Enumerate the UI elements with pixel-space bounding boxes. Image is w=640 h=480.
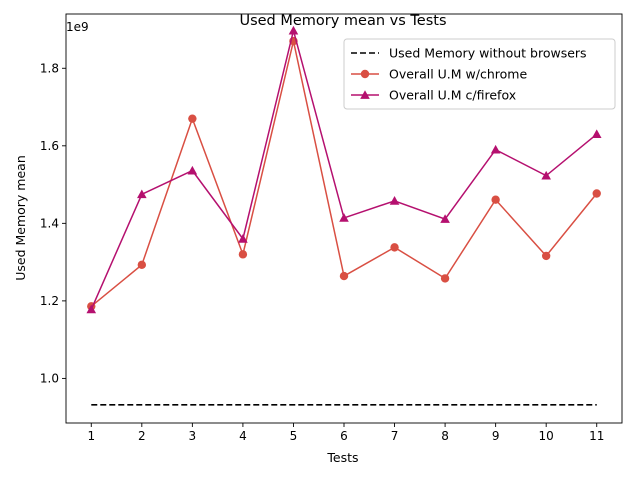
data-point-triangle	[137, 189, 147, 199]
x-axis-label: Tests	[326, 450, 358, 465]
data-point-circle	[360, 69, 370, 79]
chart-title: Used Memory mean vs Tests	[239, 13, 446, 29]
data-point-triangle	[187, 165, 198, 175]
legend-box	[343, 38, 616, 110]
data-point-circle	[491, 195, 500, 204]
data-point-triangle	[288, 25, 299, 35]
legend-label: Used Memory without browsers	[389, 46, 587, 61]
x-tick-label: 2	[138, 429, 146, 443]
x-tick-label: 5	[290, 429, 298, 443]
y-offset-label: 1e9	[66, 20, 89, 34]
y-axis-ticks: 1.0 1.2 1.4 1.6 1.8	[40, 61, 66, 385]
legend-label: Overall U.M w/chrome	[389, 67, 527, 82]
x-tick-label: 3	[189, 429, 197, 443]
legend-entry: Used Memory without browsers	[351, 46, 587, 61]
x-tick-label: 6	[340, 429, 348, 443]
data-point-triangle	[339, 213, 349, 222]
x-tick-label: 4	[239, 429, 247, 443]
x-tick-label: 10	[539, 429, 554, 443]
y-tick-label: 1.2	[40, 294, 59, 308]
series-3	[86, 25, 602, 314]
y-tick-label: 1.8	[40, 61, 59, 75]
data-point-circle	[440, 274, 450, 283]
x-tick-label: 9	[492, 429, 500, 443]
x-tick-label: 1	[87, 429, 95, 443]
x-tick-label: 7	[391, 429, 399, 443]
y-tick-label: 1.0	[40, 371, 59, 385]
data-point-circle	[137, 260, 147, 270]
data-point-circle	[541, 251, 551, 261]
data-point-triangle	[360, 90, 370, 99]
data-point-triangle	[490, 144, 501, 154]
x-tick-label: 8	[441, 429, 449, 443]
y-tick-label: 1.4	[40, 216, 59, 230]
y-axis-label: Used Memory mean	[13, 155, 28, 281]
data-point-triangle	[440, 214, 450, 223]
data-point-triangle	[541, 170, 551, 180]
data-point-triangle	[389, 196, 400, 205]
data-point-circle	[188, 114, 197, 123]
data-point-circle	[339, 271, 349, 281]
data-point-triangle	[591, 129, 602, 139]
x-tick-label: 11	[589, 429, 604, 443]
data-point-circle	[390, 243, 399, 252]
data-point-circle	[592, 189, 601, 198]
legend-entry: Overall U.M w/chrome	[351, 67, 527, 82]
legend-entry: Overall U.M c/firefox	[351, 88, 516, 103]
legend: Used Memory without browsers Overall U.M …	[343, 38, 616, 110]
data-point-circle	[238, 250, 248, 259]
data-point-triangle	[86, 304, 97, 314]
legend-label: Overall U.M c/firefox	[389, 88, 516, 103]
y-tick-label: 1.6	[40, 139, 59, 153]
series-group	[86, 25, 602, 406]
data-point-triangle	[238, 234, 248, 243]
x-axis-ticks: 1 2 3 4 5 6 7 8 9 10 11	[87, 423, 604, 443]
